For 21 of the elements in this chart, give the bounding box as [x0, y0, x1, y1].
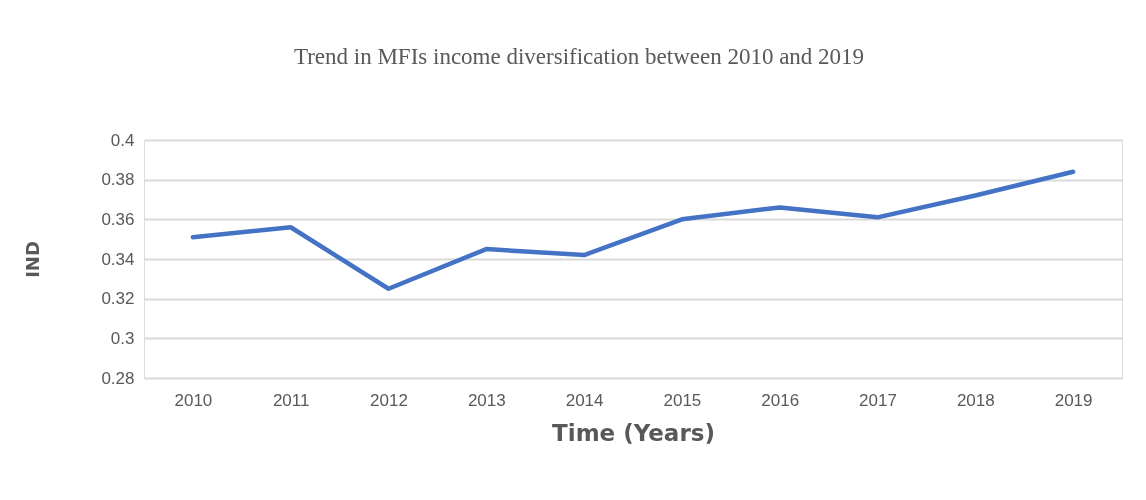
x-tick-label: 2019: [1054, 390, 1093, 410]
x-tick-label: 2010: [174, 390, 213, 410]
x-tick-label: 2011: [272, 390, 310, 410]
x-tick-label: 2018: [956, 390, 995, 410]
x-tick-label: 2016: [761, 390, 800, 410]
line-series: [190, 169, 1076, 291]
y-tick-label: 0.34: [101, 249, 135, 269]
chart-title: Trend in MFIs income diversification between 2010 and 2019: [293, 44, 865, 69]
x-tick-label: 2017: [859, 390, 897, 410]
x-tick-label: 2014: [565, 390, 604, 410]
y-axis-title: IND: [22, 241, 44, 278]
x-tick-label: 2015: [663, 390, 702, 410]
y-tick-label: 0.4: [110, 130, 135, 150]
y-tick-label: 0.38: [101, 170, 135, 190]
y-tick-label: 0.3: [110, 328, 135, 348]
y-tick-label: 0.28: [101, 368, 135, 388]
y-tick-label: 0.36: [101, 209, 135, 229]
y-tick-label: 0.32: [101, 289, 135, 309]
x-axis-title: Time (Years): [552, 419, 715, 446]
x-tick-label: 2012: [370, 390, 408, 410]
x-tick-label: 2013: [467, 390, 506, 410]
